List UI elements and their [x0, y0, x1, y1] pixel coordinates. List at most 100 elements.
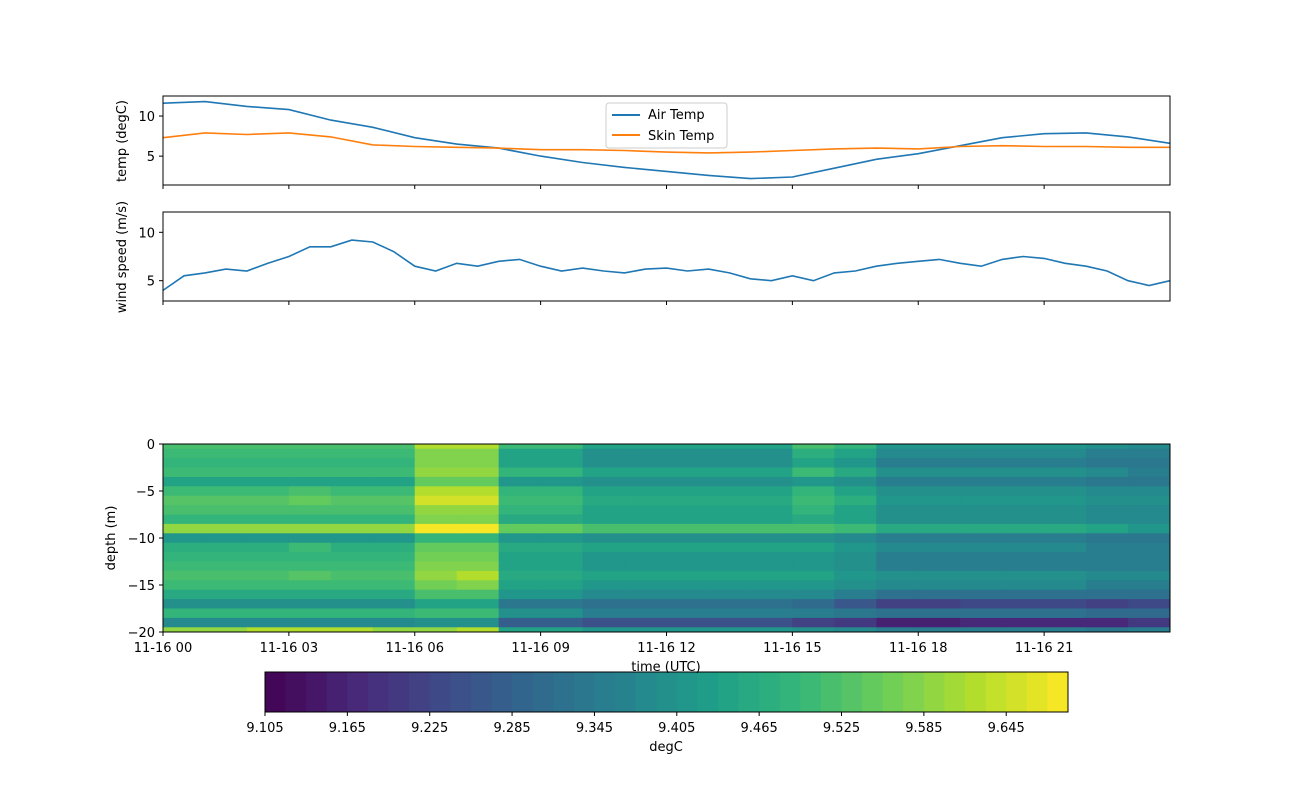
legend-skin-temp: Skin Temp — [648, 129, 714, 144]
heatmap-cell — [876, 476, 919, 487]
y-tick-label: 10 — [138, 110, 155, 125]
heatmap-cell — [1002, 448, 1045, 459]
heatmap-cell — [246, 467, 290, 478]
heatmap-cell — [246, 542, 290, 553]
heatmap-cell — [960, 514, 1003, 525]
heatmap-cell — [456, 523, 500, 534]
heatmap-cell — [750, 486, 793, 497]
heatmap-cell — [204, 599, 248, 609]
colorbar: 9.105 9.165 9.225 9.285 9.345 9.405 9.465 9.525… — [246, 671, 1069, 736]
heatmap-cell — [708, 467, 751, 478]
heatmap-cell — [624, 514, 667, 525]
heatmap-cell — [456, 561, 500, 572]
heatmap-cell — [414, 627, 458, 633]
x-tick-label: 11-16 00 — [134, 641, 192, 656]
heatmap-cell — [1128, 514, 1171, 525]
heatmap-cell — [1002, 533, 1045, 544]
heatmap-cell — [1044, 542, 1087, 553]
heatmap-cell — [792, 561, 835, 572]
heatmap-cell — [750, 476, 793, 487]
heatmap-cell — [372, 589, 416, 600]
heatmap-cell — [792, 533, 835, 544]
colorbar-band — [800, 672, 822, 712]
heatmap-cell — [834, 561, 877, 572]
heatmap-cell — [792, 476, 835, 487]
heatmap-cell — [582, 505, 626, 515]
heatmap-cell — [1086, 486, 1129, 497]
heatmap-cell — [163, 495, 206, 506]
heatmap-cell — [582, 580, 626, 591]
y-tick-label: 0 — [147, 438, 155, 453]
colorbar-band — [985, 672, 1007, 712]
heatmap-cell — [834, 570, 877, 581]
heatmap-cell — [204, 467, 248, 478]
heatmap-cell — [1128, 495, 1171, 506]
heatmap-cell — [1086, 444, 1129, 450]
heatmap-cell — [246, 486, 290, 497]
heatmap-cell — [330, 570, 374, 581]
heatmap-cell — [414, 589, 458, 600]
heatmap-cell — [498, 627, 542, 633]
heatmap-cell — [1086, 608, 1129, 619]
heatmap-cell — [246, 608, 290, 619]
heatmap-cell — [582, 561, 626, 572]
heatmap-cell — [456, 514, 500, 525]
heatmap-cell — [792, 458, 835, 468]
heatmap-cell — [288, 486, 332, 497]
heatmap-cell — [708, 627, 751, 633]
heatmap-cell — [540, 514, 584, 525]
heatmap-cell — [750, 495, 793, 506]
heatmap-cell — [876, 467, 919, 478]
heatmap-cell — [540, 486, 584, 497]
heatmap-cell — [330, 617, 374, 628]
x-tick-label: 11-16 09 — [511, 641, 569, 656]
heatmap-cell — [456, 533, 500, 544]
heatmap-cell — [1128, 542, 1171, 553]
heatmap-cell — [960, 523, 1003, 534]
heatmap-cell — [330, 561, 374, 572]
heatmap-cell — [792, 523, 835, 534]
heatmap-cell — [1002, 561, 1045, 572]
heatmap-cell — [708, 444, 751, 450]
heatmap-cell — [163, 505, 206, 515]
heatmap-cell — [708, 542, 751, 553]
series-line-0 — [162, 100, 1171, 180]
colorbar-band — [676, 672, 698, 712]
heatmap-cell — [204, 486, 248, 497]
heatmap-cell — [624, 552, 667, 562]
heatmap-cell — [918, 617, 961, 628]
heatmap-cell — [498, 444, 542, 450]
heatmap-cell — [918, 580, 961, 591]
heatmap-cell — [666, 570, 709, 581]
heatmap-cell — [330, 444, 374, 450]
heatmap-cell — [708, 599, 751, 609]
heatmap-cell — [582, 467, 626, 478]
heatmap-cell — [792, 627, 835, 633]
colorbar-label: degC — [649, 740, 683, 755]
heatmap-cell — [918, 514, 961, 525]
heatmap-cell — [750, 599, 793, 609]
heatmap-cell — [1128, 444, 1171, 450]
heatmap-cell — [414, 542, 458, 553]
colorbar-tick-label: 9.345 — [576, 721, 613, 736]
heatmap-cell — [834, 617, 877, 628]
heatmap-cell — [918, 448, 961, 459]
heatmap-cell — [163, 570, 206, 581]
heatmap-cell — [582, 599, 626, 609]
heatmap-cell — [666, 589, 709, 600]
heatmap-cell — [918, 476, 961, 487]
heatmap-cell — [834, 514, 877, 525]
heatmap-cell — [1044, 561, 1087, 572]
heatmap-cell — [1002, 570, 1045, 581]
heatmap-cell — [708, 617, 751, 628]
heatmap-cell — [246, 599, 290, 609]
heatmap-cell — [582, 448, 626, 459]
heatmap-cell — [624, 561, 667, 572]
heatmap-cell — [1128, 467, 1171, 478]
series-line-0 — [162, 239, 1171, 292]
heatmap-cell — [666, 542, 709, 553]
heatmap-cell — [708, 458, 751, 468]
heatmap-cell — [834, 458, 877, 468]
heatmap-cell — [414, 570, 458, 581]
heatmap-cell — [372, 570, 416, 581]
